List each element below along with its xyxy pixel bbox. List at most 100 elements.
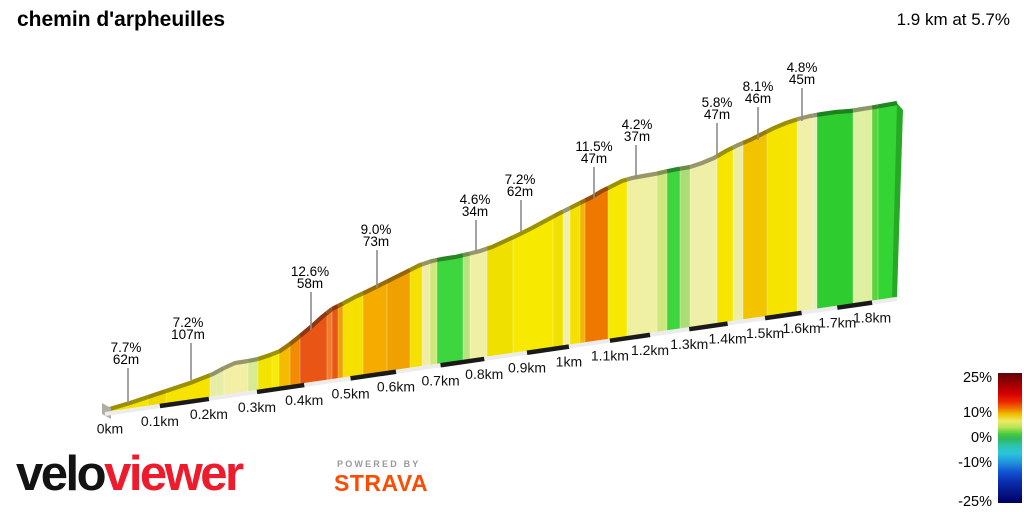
gradient-band-segment bbox=[166, 103, 210, 412]
x-tick-label: 1.8km bbox=[853, 310, 891, 326]
legend-tick-label: 10% bbox=[963, 405, 992, 421]
annotation-length-label: 46m bbox=[745, 91, 771, 106]
gradient-band-segment bbox=[667, 103, 680, 412]
profile-ridge-segment bbox=[462, 251, 471, 258]
annotation-gradient-label: 4.6% bbox=[460, 192, 491, 207]
gradient-band-segment bbox=[813, 103, 817, 412]
profile-ridge-segment bbox=[337, 301, 344, 308]
annotation-length-label: 62m bbox=[113, 352, 139, 367]
profile-ridge-segment bbox=[607, 177, 628, 190]
gradient-band-segment bbox=[327, 103, 332, 412]
axis-tick-dash bbox=[526, 344, 570, 355]
annotation-length-label: 47m bbox=[704, 107, 730, 122]
profile-start-cap bbox=[102, 403, 111, 419]
profile-ridge-segment bbox=[656, 169, 668, 176]
gradient-band-segment bbox=[680, 103, 690, 412]
annotation-gradient-label: 4.8% bbox=[787, 60, 818, 75]
gradient-band-segment bbox=[105, 103, 148, 412]
annotation-length-label: 34m bbox=[462, 204, 488, 219]
x-tick-label: 0km bbox=[97, 420, 123, 436]
profile-ridge-segment bbox=[562, 206, 571, 214]
profile-ridge-segment bbox=[342, 291, 364, 306]
gradient-band-segment bbox=[733, 103, 743, 412]
profile-ridge-segment bbox=[271, 349, 280, 357]
profile-ridge-segment bbox=[796, 113, 814, 122]
x-tick-label: 1.1km bbox=[591, 348, 629, 364]
veloviewer-logo-viewer: viewer bbox=[104, 447, 244, 501]
gradient-band-segment bbox=[148, 103, 166, 412]
profile-ridge-segment bbox=[666, 166, 681, 174]
veloviewer-logo[interactable]: veloviewer bbox=[16, 447, 244, 501]
profile-ridge-segment bbox=[486, 235, 514, 251]
annotation-gradient-label: 7.2% bbox=[505, 172, 536, 187]
profile-ridge-segment bbox=[386, 268, 411, 284]
annotation-length-label: 47m bbox=[581, 151, 607, 166]
gradient-band-segment bbox=[463, 103, 470, 412]
gradient-band-segment bbox=[343, 103, 363, 412]
annotation-gradient-label: 12.6% bbox=[291, 264, 329, 279]
profile-ridge-segment bbox=[362, 279, 388, 296]
axis-baseline bbox=[104, 297, 898, 416]
axis-tick-dash bbox=[350, 369, 397, 381]
x-tick-label: 0.2km bbox=[190, 406, 228, 422]
profile-ridge-segment bbox=[816, 108, 854, 117]
gradient-band-segment bbox=[224, 103, 248, 412]
legend-tick-label: 0% bbox=[971, 430, 992, 446]
x-tick-label: 0.3km bbox=[238, 399, 276, 415]
gradient-band-segment bbox=[872, 103, 878, 412]
gradient-band-segment bbox=[248, 103, 258, 412]
profile-ridge-segment bbox=[278, 342, 292, 354]
profile-ridge-segment bbox=[325, 307, 334, 315]
axis-tick-dash bbox=[836, 300, 873, 310]
profile-ridge-segment bbox=[421, 259, 431, 267]
annotation-gradient-label: 11.5% bbox=[575, 139, 612, 154]
axis-tick-dash bbox=[159, 396, 210, 409]
gradient-band-segment bbox=[300, 103, 327, 412]
gradient-band-segment bbox=[272, 103, 279, 412]
x-tick-label: 1.2km bbox=[631, 342, 669, 358]
annotation-length-label: 37m bbox=[624, 129, 650, 144]
x-tick-label: 1.3km bbox=[670, 336, 708, 352]
legend-tick-label: -25% bbox=[958, 494, 992, 510]
gradient-band-segment bbox=[585, 103, 608, 412]
gradient-band-segment bbox=[580, 103, 585, 412]
profile-ridge-segment bbox=[584, 186, 609, 203]
profile-ridge-segment bbox=[679, 164, 691, 171]
gradient-band-segment bbox=[608, 103, 627, 412]
axis-tick-dash bbox=[688, 321, 728, 332]
profile-ridge-segment bbox=[715, 145, 734, 159]
profile-ridge-segment bbox=[257, 352, 273, 361]
annotation-gradient-label: 4.2% bbox=[622, 117, 653, 132]
annotation-length-label: 58m bbox=[297, 276, 323, 291]
profile-ridge-segment bbox=[298, 311, 329, 338]
profile-ridge-segment bbox=[742, 129, 768, 145]
x-tick-label: 0.9km bbox=[508, 360, 546, 376]
axis-tick-dash bbox=[256, 382, 305, 395]
annotation-gradient-label: 7.7% bbox=[111, 340, 142, 355]
summary-stats: 1.9 km at 5.7% bbox=[896, 10, 1010, 29]
profile-ridge-segment bbox=[852, 105, 873, 113]
gradient-band-segment bbox=[279, 103, 290, 412]
gradient-band-segment bbox=[410, 103, 422, 412]
annotation-length-label: 73m bbox=[363, 234, 389, 249]
legend-color-bar bbox=[998, 373, 1022, 503]
gradient-band-segment bbox=[627, 103, 657, 412]
profile-ridge-segment bbox=[288, 334, 302, 346]
strava-logo[interactable]: STRAVA bbox=[334, 470, 429, 496]
x-tick-label: 0.4km bbox=[285, 392, 323, 408]
profile-ridge-segment bbox=[469, 246, 488, 256]
annotation-length-label: 62m bbox=[507, 184, 533, 199]
x-tick-label: 1.5km bbox=[746, 325, 784, 341]
gradient-band-segment bbox=[332, 103, 338, 412]
profile-ridge-segment bbox=[436, 253, 464, 263]
gradient-band-segment bbox=[338, 103, 343, 412]
profile-ridge-segment bbox=[552, 209, 564, 219]
profile-ridge-segment bbox=[626, 171, 658, 182]
x-tick-label: 0.8km bbox=[465, 366, 503, 382]
annotation-length-label: 107m bbox=[171, 327, 205, 342]
x-tick-label: 0.5km bbox=[331, 385, 369, 401]
annotation-gradient-label: 5.8% bbox=[702, 95, 733, 110]
profile-ridge-segment bbox=[732, 140, 744, 150]
